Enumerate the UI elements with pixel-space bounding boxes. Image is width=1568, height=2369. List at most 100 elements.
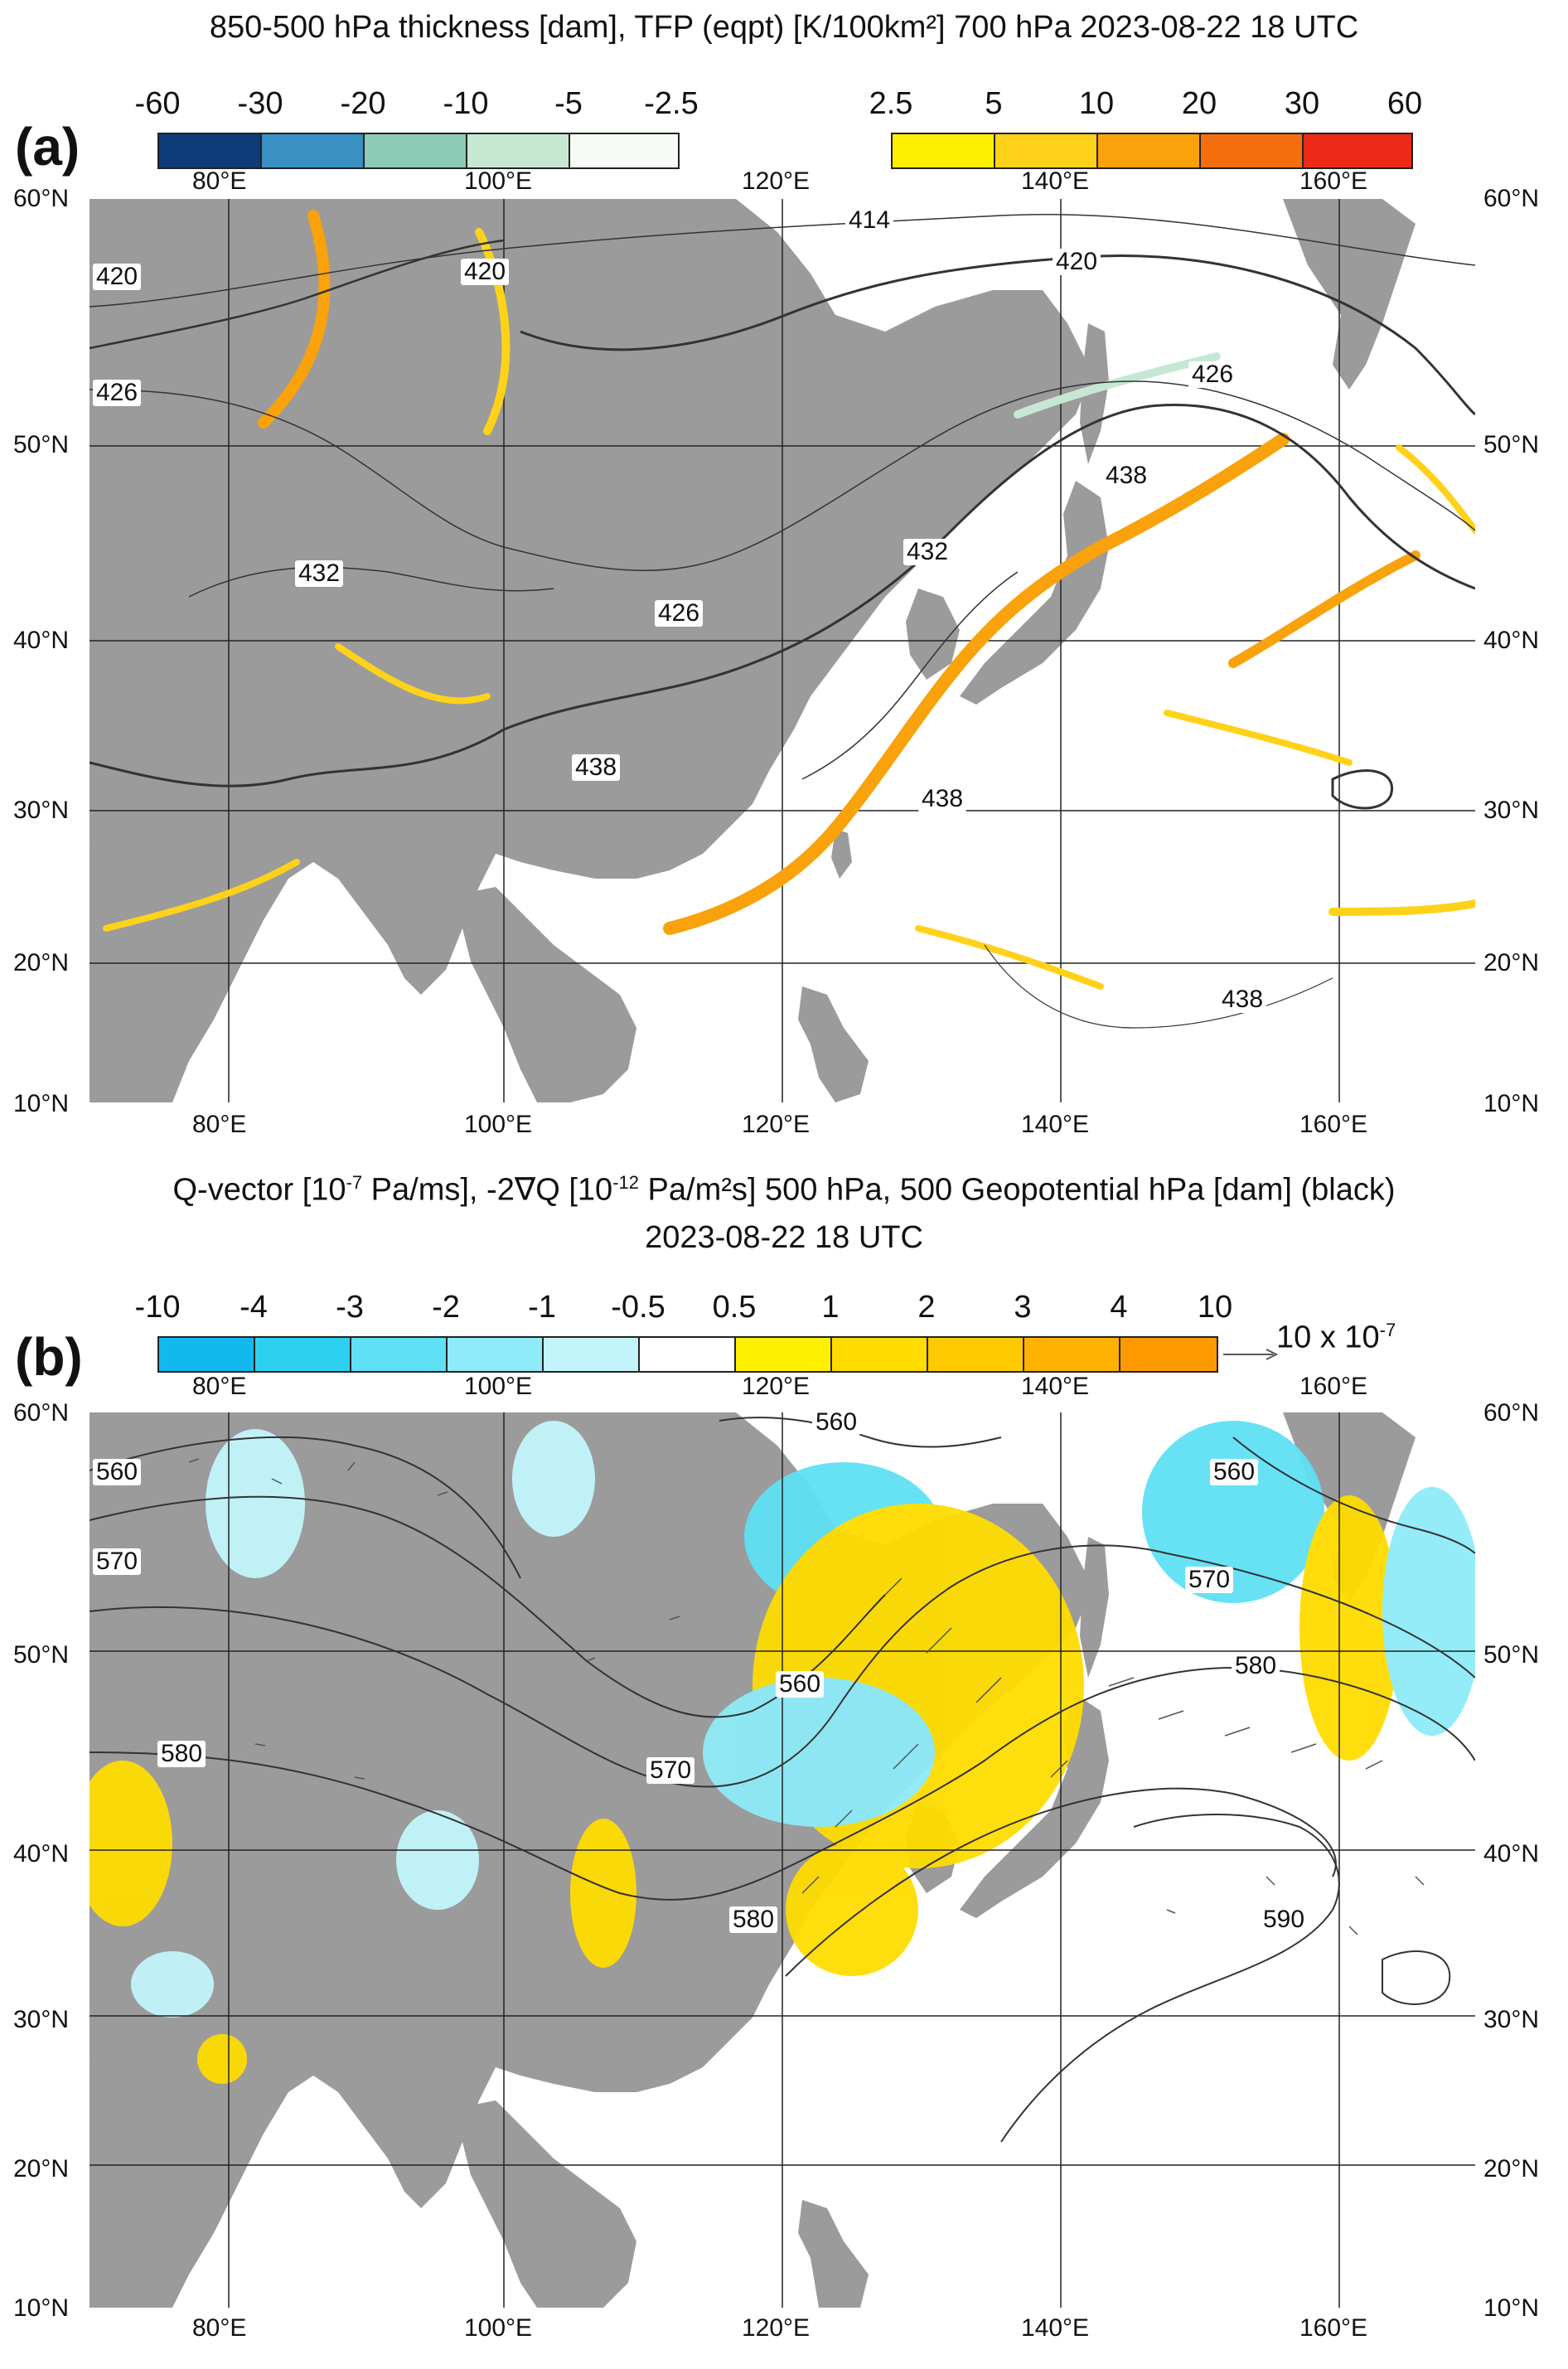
contour-label: 560 [776, 1671, 825, 1698]
lat-label: 60°N [13, 185, 70, 212]
cbar-tick: 60 [1387, 86, 1423, 121]
cbar-tick: 2 [917, 1290, 936, 1325]
contour-label: 570 [1185, 1567, 1234, 1593]
cbar-tick: -30 [237, 86, 283, 121]
cbar-tick: 10 [1078, 86, 1115, 121]
contour-label: 438 [572, 754, 621, 781]
graticule [90, 1412, 1475, 2308]
lon-label: 120°E [742, 1111, 811, 1138]
cbar-tick: 4 [1110, 1290, 1128, 1325]
lon-label: 80°E [192, 167, 247, 195]
cbar-box-4 [446, 1336, 544, 1373]
lon-label: 100°E [464, 2314, 533, 2342]
panel-a-map [90, 199, 1475, 1102]
panel-b-colorbar [157, 1336, 1218, 1373]
panel-b-title-line1: Q-vector [10-7 Pa/ms], -2∇Q [10-12 Pa/m²… [0, 1164, 1568, 1209]
contour-label: 560 [1210, 1459, 1259, 1485]
cbar-tick: 10 [1197, 1290, 1233, 1325]
asia-landmass [90, 199, 1092, 1102]
cbar-tick: 0.5 [712, 1290, 757, 1325]
lat-label: 20°N [1483, 949, 1540, 976]
panel-a-negative-ticks: -60 -30 -20 -10 -5 -2.5 [135, 86, 699, 123]
sakhalin-landmass [1080, 1537, 1109, 1678]
cbar-tick: 1 [821, 1290, 840, 1325]
cbar-box-9 [927, 1336, 1024, 1373]
contour-label: 580 [1232, 1653, 1280, 1679]
ref-label-text: 10 x 10 [1276, 1320, 1380, 1355]
cbar-box-5 [1302, 133, 1413, 169]
contour-label: 580 [157, 1741, 206, 1767]
panel-a-positive-colorbar [891, 133, 1413, 169]
india-landmass [90, 845, 255, 1102]
lat-label: 30°N [1483, 797, 1540, 824]
contour-label: 560 [812, 1409, 861, 1436]
q-vector-arrows [188, 1458, 1425, 1935]
cbar-tick: -10 [134, 1290, 181, 1325]
panel-a-positive-ticks: 2.5 5 10 20 30 60 [869, 86, 1423, 123]
lon-label: 140°E [1021, 1111, 1090, 1138]
cbar-tick: -3 [336, 1290, 364, 1325]
japan-landmass [960, 481, 1109, 705]
korea-landmass [906, 589, 960, 680]
contour-label: 438 [1102, 463, 1151, 489]
title-superscript: -12 [612, 1172, 639, 1193]
divq-fields [90, 1421, 1475, 2084]
panel-a-map-svg [90, 199, 1475, 1102]
panel-b-title-line2: 2023-08-22 18 UTC [645, 1220, 923, 1255]
panel-b-label: (b) [15, 1327, 83, 1387]
cbar-box-3 [363, 133, 467, 169]
panel-b-map-svg [90, 1412, 1475, 2308]
cbar-tick: -0.5 [611, 1290, 665, 1325]
lat-label: 30°N [13, 797, 70, 824]
lat-label: 50°N [1483, 431, 1540, 458]
contour-label: 420 [461, 259, 510, 285]
lat-label: 10°N [1483, 2294, 1540, 2322]
lat-label: 20°N [1483, 2155, 1540, 2182]
contour-label: 420 [93, 264, 142, 290]
lon-label: 80°E [192, 1373, 247, 1400]
cbar-tick: 3 [1014, 1290, 1032, 1325]
panel-b-map [90, 1412, 1475, 2308]
cbar-tick: -2.5 [644, 86, 699, 121]
contour-label: 426 [1188, 361, 1237, 388]
contour-label: 580 [729, 1906, 778, 1933]
contour-label: 432 [295, 560, 344, 587]
panel-a-label: (a) [15, 117, 80, 177]
cbar-tick: 30 [1284, 86, 1320, 121]
cbar-tick: -5 [554, 86, 583, 121]
cbar-box-1 [891, 133, 995, 169]
geopotential-contours [90, 1417, 1475, 2143]
lat-label: 40°N [13, 627, 70, 654]
cbar-box-6 [638, 1336, 736, 1373]
lat-label: 30°N [1483, 2006, 1540, 2033]
lon-label: 140°E [1021, 2314, 1090, 2342]
contour-label: 438 [1218, 986, 1267, 1013]
reference-vector-label: 10 x 10-7 [1276, 1320, 1396, 1356]
cbar-box-8 [830, 1336, 928, 1373]
cbar-tick: -2 [432, 1290, 460, 1325]
panel-a-negative-colorbar [157, 133, 680, 169]
contour-label: 420 [1053, 249, 1101, 275]
lat-label: 40°N [1483, 1840, 1540, 1868]
title-superscript: -7 [346, 1172, 363, 1193]
lon-label: 80°E [192, 2314, 247, 2342]
lon-label: 100°E [464, 1111, 533, 1138]
cbar-box-2 [260, 133, 365, 169]
lon-label: 80°E [192, 1111, 247, 1138]
contour-label: 438 [918, 786, 967, 812]
lat-label: 60°N [13, 1399, 70, 1427]
cbar-tick: -20 [340, 86, 386, 121]
lon-label: 140°E [1021, 1373, 1090, 1400]
taiwan-landmass [831, 829, 852, 879]
cbar-box-5 [569, 133, 680, 169]
lat-label: 50°N [13, 431, 70, 458]
india-landmass [90, 2059, 255, 2308]
lon-label: 160°E [1299, 2314, 1368, 2342]
lon-label: 160°E [1299, 1111, 1368, 1138]
reference-vector-arrow [1223, 1349, 1279, 1360]
cbar-box-4 [466, 133, 570, 169]
contour-label: 590 [1260, 1906, 1309, 1933]
lat-label: 20°N [13, 949, 70, 976]
cbar-box-5 [542, 1336, 640, 1373]
